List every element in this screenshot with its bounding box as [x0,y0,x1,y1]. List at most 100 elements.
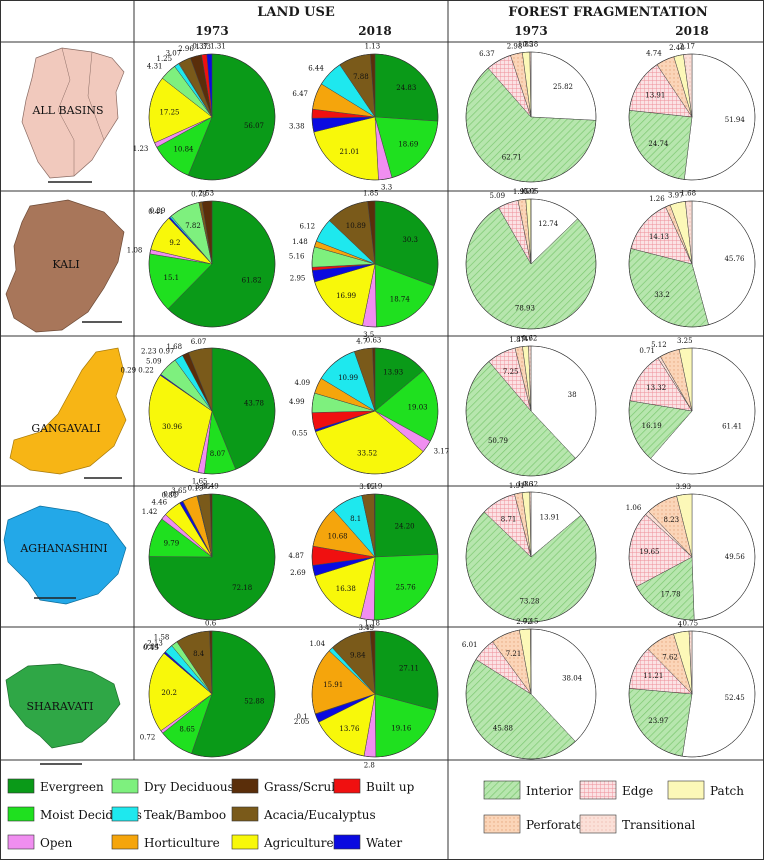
pie-outline [628,200,756,328]
pie-data-label: 8.71 [501,515,517,523]
pie-data-label: 3.65 [171,487,187,495]
legend-label-perforated: Perforated [526,818,591,832]
pie-data-label: 1.18 [364,620,380,628]
pie-data-label: 25.82 [553,83,573,91]
pie-data-label: 16.99 [336,292,356,300]
pie-data-label: 0.49 [203,483,219,491]
pie-data-label: 0.79 [191,191,207,199]
pie-data-label: 6.44 [308,64,324,72]
pie-data-label: 1.48 [292,238,308,246]
pie-outline [628,53,756,181]
basin-map-aghanashini [3,505,127,605]
basin-label-aghanashini: AGHANASHINI [19,542,107,555]
pie-data-label: 2.53 [199,190,215,198]
pie-aghanashini-land-use-1973: 72.18 9.79 1.424.460.810.093.65 0.153.050.4… [142,483,276,621]
pie-data-label: 10.84 [173,145,194,153]
pie-data-label: 6.47 [292,90,308,98]
pie-data-label: 5.09 [146,357,162,365]
pie-aghanashini-land-use-2018: 24.20 25.76 3.49 16.38 2.69 4.87 10.68 8.1 3.150… [288,483,439,632]
legend-label-water: Water [366,836,402,850]
pie-data-label: 3.25 [677,337,693,345]
pie-data-label: 2.95 [290,274,306,282]
pie-data-label: 49.56 [725,553,746,561]
pie-data-label: 4.99 [289,398,305,406]
pie-data-label: 3.3 [381,184,392,192]
pie-data-label: 1.06 [626,504,642,512]
pie-data-label: 7.88 [353,73,369,81]
pie-data-label: 5.12 [651,341,667,349]
pie-data-label: 1.04 [310,640,326,648]
legend-label-open: Open [40,836,73,850]
pie-data-label: 2.17 [679,43,695,51]
pie-data-label: 33.52 [357,450,377,458]
pie-data-label: 2.98 [507,42,523,50]
pie-data-label: 8.4 [193,650,205,658]
pie-data-label: 4.74 [646,49,662,57]
pie-data-label: 1.86 [518,481,534,489]
pie-data-label: 3.15 [359,483,375,491]
pie-data-label: 43.78 [244,399,264,407]
pie-data-label: 8.1 [350,515,361,523]
pie-data-label: 0.15 [523,618,539,626]
pie-data-label: 3.17 [434,448,450,456]
pie-data-label: 4.46 [152,499,168,507]
year-frag-1973: 1973 [514,24,547,38]
legend-label-agriculture: Agriculture [263,836,334,850]
pie-data-label: 0.15 [188,485,204,493]
pie-data-label: 2.48 [669,44,685,52]
pie-data-label: 61.41 [722,423,742,431]
pie-data-label: 3.05 [195,483,211,491]
pie-slice-unclassified [691,493,756,621]
pie-data-label: 1.87 [509,336,525,344]
pie-data-label: 4.31 [147,63,163,71]
pie-data-label: 18.74 [390,295,411,303]
pie-data-label: 2.13 [147,639,163,647]
pie-sharavati-forest-fragmentation-1973: 38.04 45.88 6.01 7.21 2.720.15 [462,618,597,760]
pie-data-label: 1.22 [520,188,536,196]
pie-data-label: 0.29 0.22 [120,367,153,375]
pie-data-label: 52.45 [725,694,745,702]
pie-data-label: 62.71 [502,153,522,161]
pie-data-label: 6.37 [479,50,495,58]
pie-data-label: 52.88 [244,698,264,706]
pie-data-label: 1.85 [518,41,534,49]
pie-data-label: 4 [678,621,683,629]
legend-swatch-transitional [579,814,617,834]
pie-data-label: 6.07 [191,338,207,346]
basin-map-all-basins [21,47,125,183]
legend-swatch-dry-deciduous [111,778,139,794]
legend-label-built-up: Built up [366,780,415,794]
legend-swatch-patch [667,780,705,800]
legend-swatch-water [333,834,361,850]
pie-data-label: 3.38 [289,123,305,131]
pie-data-label: 0.32 [523,481,539,489]
pie-data-label: 0.37 1.31 [192,43,225,51]
pie-data-label: 38 [568,391,577,399]
land-use-header: LAND USE [257,5,335,20]
pie-all-basins-forest-fragmentation-2018: 51.94 24.74 13.91 4.74 2.482.17 [628,43,756,181]
pie-data-label: 0.72 [140,733,156,741]
pie-data-label: 0.28 [523,41,539,49]
legend-swatch-open [7,834,35,850]
pie-data-label: 1.68 [167,343,183,351]
pie-data-label: 1.68 [681,190,697,198]
pie-data-label: 5.09 [490,192,506,200]
pie-data-label: 19.03 [408,403,428,411]
pie-data-label: 0.05 [523,188,539,196]
pie-outline [628,630,756,758]
pie-all-basins-land-use-2018: 24.83 18.69 3.3 21.01 3.38 6.47 6.44 7.88 1.13 [289,43,439,192]
pie-data-label: 72.18 [232,584,252,592]
land-use-legend: Evergreen Dry Deciduous Grass/Scrub Built u… [7,778,415,850]
legend-swatch-edge [579,780,617,800]
pie-data-label: 24.83 [396,84,416,92]
pie-data-label: 0.04 [144,643,160,651]
pie-data-label: 6.01 [462,641,478,649]
basin-map-gangavali [9,347,127,479]
pie-data-label: 12.74 [538,220,559,228]
pie-data-label: 0.71 [639,347,655,355]
pie-outline [148,200,276,328]
pie-data-label: 2.8 [364,761,375,769]
pie-data-label: 17.78 [661,591,681,599]
pie-outline [148,53,276,181]
